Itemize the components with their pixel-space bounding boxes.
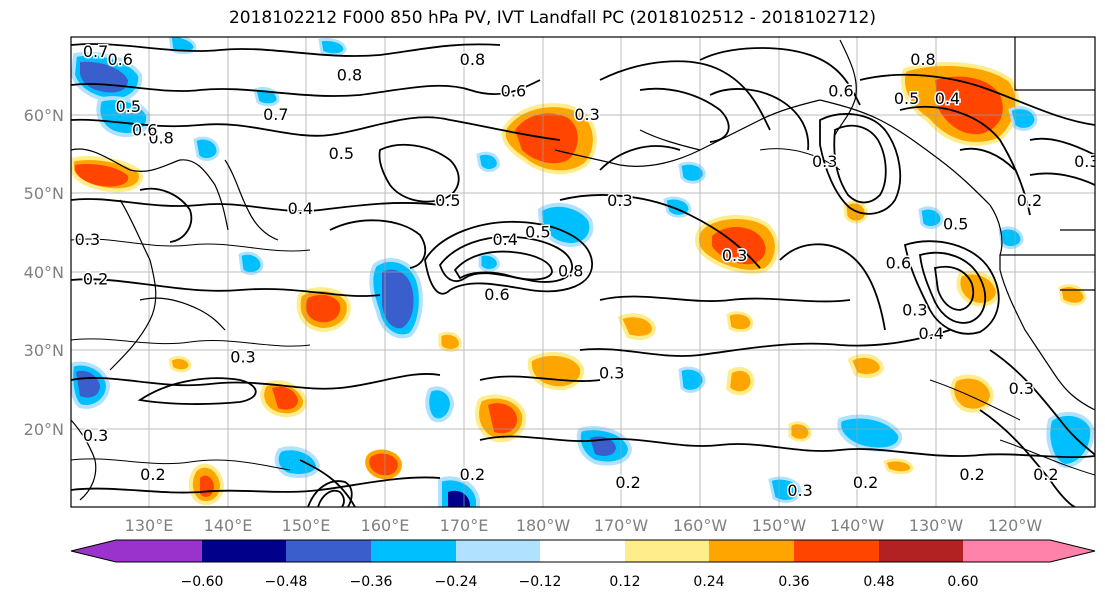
contour-label: 0.2 [853, 473, 878, 492]
contour-label: 0.7 [263, 105, 288, 124]
contour-label: 0.3 [787, 481, 812, 500]
contour-label: 0.3 [75, 230, 100, 249]
contour-label: 0.4 [492, 230, 517, 249]
contour-label: 0.3 [1009, 379, 1034, 398]
lon-label: 150°E [282, 516, 331, 535]
contour-label: 0.3 [83, 426, 108, 445]
contour-label: 0.5 [116, 97, 141, 116]
contour-label: 0.8 [910, 50, 935, 69]
contour-label: 0.3 [607, 191, 632, 210]
colorbar-tick-label: 0.24 [693, 574, 724, 590]
contour-label: 0.6 [828, 81, 853, 100]
contour-label: 0.2 [1017, 191, 1042, 210]
contour-label: 0.3 [722, 246, 747, 265]
lon-label: 130°E [125, 516, 174, 535]
map-panel: 0.7 0.60.50.80.60.80.70.50.80.60.30.50.4 0… [70, 36, 1099, 508]
colorbar-segment [286, 540, 371, 562]
contour-label: 0.7 [83, 42, 108, 61]
latitude-labels: 20°N 30°N 40°N 50°N 60°N [24, 106, 64, 439]
contour-label: 0.6 [132, 121, 157, 140]
contour-label: 0.5 [435, 191, 460, 210]
contour-label: 0.6 [501, 81, 526, 100]
contour-label: 0.2 [615, 473, 640, 492]
colorbar-segment [963, 540, 1050, 562]
contour-labels: 0.7 0.60.50.80.60.80.70.50.80.60.30.50.4 0… [73, 41, 1099, 502]
colorbar-segment [540, 540, 625, 562]
contour-label: 0.3 [902, 301, 927, 320]
colorbar-segment [879, 540, 963, 562]
colorbar: −0.60 −0.48 −0.36 −0.24 −0.12 0.12 0.24 … [70, 539, 1096, 590]
colorbar-extend-high [1050, 540, 1095, 562]
colorbar-segment [116, 540, 202, 562]
lat-label: 40°N [24, 263, 64, 282]
contour-label: 0.8 [558, 262, 583, 281]
colorbar-segment [794, 540, 879, 562]
contour-label: 0.6 [107, 50, 132, 69]
colorbar-segment [371, 540, 456, 562]
contour-label: 0.3 [599, 363, 624, 382]
contour-label: 0.3 [574, 105, 599, 124]
contour-label: 0.3 [230, 348, 255, 367]
lon-label: 170°E [440, 516, 489, 535]
contour-label: 0.2 [83, 269, 108, 288]
lon-label: 170°W [594, 516, 649, 535]
contour-label: 0.8 [148, 128, 173, 147]
colorbar-tick-label: 0.12 [609, 574, 640, 590]
lon-label: 150°W [752, 516, 807, 535]
lat-label: 20°N [24, 420, 64, 439]
lon-label: 140°E [204, 516, 253, 535]
lat-label: 30°N [24, 341, 64, 360]
colorbar-tick-label: −0.36 [350, 574, 393, 590]
contour-label: 0.8 [337, 66, 362, 85]
ivt-contours-thin [71, 148, 1095, 476]
contour-label: 0.5 [943, 215, 968, 234]
colorbar-extend-low [71, 540, 116, 562]
lat-label: 60°N [24, 106, 64, 125]
lat-label: 50°N [24, 184, 64, 203]
colorbar-tick-label: 0.36 [778, 574, 809, 590]
contour-label: 0.4 [935, 89, 960, 108]
lon-label: 130°W [909, 516, 964, 535]
contour-label: 0.2 [460, 465, 485, 484]
contour-label: 0.4 [918, 324, 943, 343]
contour-label: 0.5 [894, 89, 919, 108]
contour-label: 0.3 [812, 152, 837, 171]
coastlines [71, 37, 1095, 501]
colorbar-tick-label: −0.60 [181, 574, 224, 590]
lon-label: 180°W [516, 516, 571, 535]
lon-label: 120°W [988, 516, 1043, 535]
contour-label: 0.6 [484, 285, 509, 304]
lon-label: 140°W [830, 516, 885, 535]
contour-label: 0.4 [288, 199, 313, 218]
contour-label: 0.5 [525, 222, 550, 241]
contour-label: 0.3 [1074, 152, 1099, 171]
contour-label: 0.6 [886, 254, 911, 273]
longitude-labels: 130°E 140°E 150°E 160°E 170°E 180°W 170°… [125, 516, 1043, 535]
map-title: 2018102212 F000 850 hPa PV, IVT Landfall… [228, 8, 876, 28]
colorbar-segment [625, 540, 709, 562]
colorbar-tick-label: −0.12 [519, 574, 562, 590]
colorbar-outline [70, 539, 1096, 563]
colorbar-tick-label: 0.60 [947, 574, 978, 590]
lon-label: 160°W [673, 516, 728, 535]
ivt-contours [71, 43, 1095, 507]
colorbar-tick-label: 0.48 [863, 574, 894, 590]
contour-label: 0.5 [329, 144, 354, 163]
lon-label: 160°E [361, 516, 410, 535]
contour-label: 0.8 [460, 50, 485, 69]
colorbar-tick-label: −0.48 [265, 574, 308, 590]
contour-label: 0.2 [1033, 465, 1058, 484]
contour-label: 0.2 [959, 465, 984, 484]
contour-label: 0.2 [140, 465, 165, 484]
colorbar-segment [456, 540, 540, 562]
colorbar-segment [202, 540, 286, 562]
colorbar-segment [709, 540, 794, 562]
colorbar-tick-label: −0.24 [435, 574, 478, 590]
